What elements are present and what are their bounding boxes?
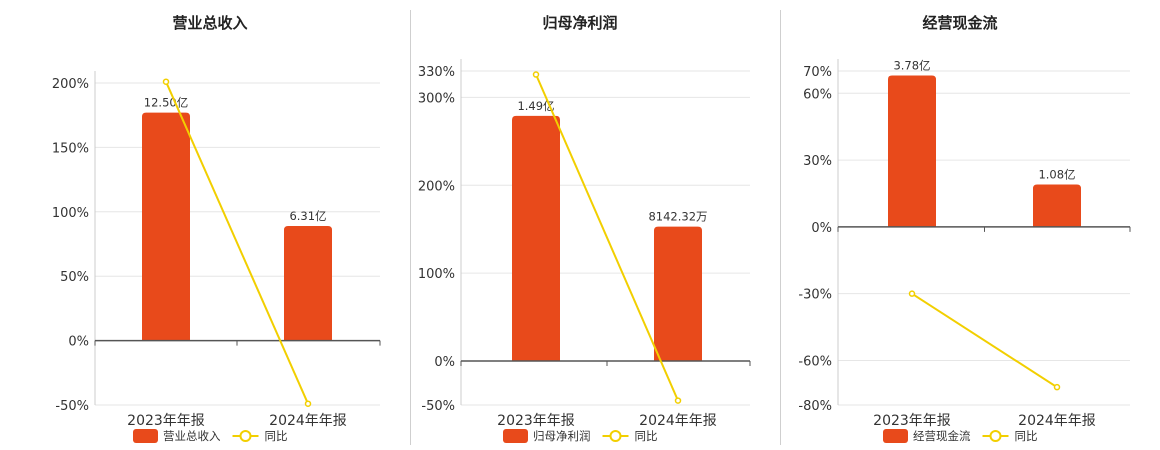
- bar-value-label: 12.50亿: [144, 96, 188, 110]
- panel-divider: [780, 10, 781, 445]
- bar: [284, 225, 332, 341]
- x-tick-label: 2023年年报: [873, 413, 951, 429]
- legend-line-label: 同比: [1015, 429, 1038, 443]
- yoy-point: [908, 290, 916, 297]
- bar: [888, 75, 936, 227]
- legend-line-marker: [989, 430, 1002, 442]
- chart-panel-revenue: 营业总收入 200% 150% 100% 50% 0% -50% 12.50亿 6.31亿 202…: [0, 0, 400, 450]
- bar: [654, 226, 702, 362]
- bar-value-label: 3.78亿: [893, 58, 930, 72]
- yoy-line: [165, 81, 309, 405]
- y-tick-label: 0%: [68, 335, 89, 350]
- y-tick-label: 100%: [52, 206, 89, 221]
- bar: [512, 115, 560, 362]
- bar-value-label: 8142.32万: [648, 210, 707, 224]
- y-tick-label: 200%: [418, 179, 455, 194]
- legend-line-label: 同比: [265, 429, 288, 443]
- bar: [142, 112, 190, 341]
- y-tick-label: 100%: [418, 267, 455, 282]
- legend-bar-swatch: [133, 429, 158, 443]
- bar-value-label: 6.31亿: [289, 209, 326, 223]
- x-tick-label: 2024年年报: [1018, 413, 1096, 429]
- net-profit-chart: 归母净利润 330% 300% 200% 100% 0% -50% 1.49亿 8142.32万…: [418, 14, 751, 443]
- y-tick-label: 150%: [52, 141, 89, 156]
- legend-line-marker: [609, 430, 622, 442]
- y-tick-label: -50%: [55, 399, 89, 414]
- legend-line-label: 同比: [635, 429, 658, 443]
- legend-bar-swatch: [883, 429, 908, 443]
- y-tick-label: 50%: [60, 270, 89, 285]
- y-tick-label: 0%: [811, 221, 832, 236]
- yoy-line: [911, 292, 1058, 389]
- y-tick-label: -80%: [798, 399, 832, 414]
- y-tick-label: 330%: [418, 65, 455, 80]
- yoy-point: [532, 71, 540, 78]
- y-tick-label: 60%: [803, 87, 832, 102]
- legend-bar-label: 营业总收入: [163, 429, 221, 443]
- panel-divider: [410, 10, 411, 445]
- y-tick-label: 200%: [52, 77, 89, 92]
- y-tick-label: -30%: [798, 288, 832, 303]
- x-tick-label: 2023年年报: [497, 413, 575, 429]
- legend-bar-swatch: [503, 429, 528, 443]
- chart-title: 经营现金流: [922, 14, 997, 32]
- y-tick-label: 0%: [434, 355, 455, 370]
- yoy-point: [1053, 383, 1061, 391]
- bar: [1033, 184, 1081, 227]
- y-tick-label: -60%: [798, 354, 832, 369]
- x-tick-label: 2023年年报: [127, 413, 205, 429]
- x-tick-label: 2024年年报: [639, 413, 717, 429]
- yoy-point: [162, 78, 170, 85]
- chart-title: 归母净利润: [542, 14, 617, 32]
- chart-panel-cash-flow: 经营现金流 70% 60% 30% 0% -30% -60% -80% 3.78亿 1.08亿 20…: [781, 0, 1160, 450]
- chart-title: 营业总收入: [172, 14, 247, 32]
- cash-flow-chart: 经营现金流 70% 60% 30% 0% -30% -60% -80% 3.78亿 1.08亿 20…: [798, 14, 1131, 443]
- y-tick-label: 300%: [418, 91, 455, 106]
- chart-panel-net-profit: 归母净利润 330% 300% 200% 100% 0% -50% 1.49亿 8142.32万…: [411, 0, 780, 450]
- legend-bar-label: 经营现金流: [913, 429, 971, 443]
- yoy-point: [674, 397, 682, 404]
- legend-line-marker: [239, 430, 252, 442]
- y-tick-label: -50%: [421, 399, 455, 414]
- bar-value-label: 1.49亿: [517, 99, 554, 113]
- yoy-line: [535, 74, 679, 402]
- bar-value-label: 1.08亿: [1038, 168, 1075, 182]
- x-tick-label: 2024年年报: [269, 413, 347, 429]
- y-tick-label: 70%: [803, 65, 832, 80]
- revenue-chart: 营业总收入 200% 150% 100% 50% 0% -50% 12.50亿 6.31亿 202…: [52, 14, 381, 443]
- legend-bar-label: 归母净利润: [533, 429, 591, 443]
- yoy-point: [304, 400, 312, 407]
- y-tick-label: 30%: [803, 154, 832, 169]
